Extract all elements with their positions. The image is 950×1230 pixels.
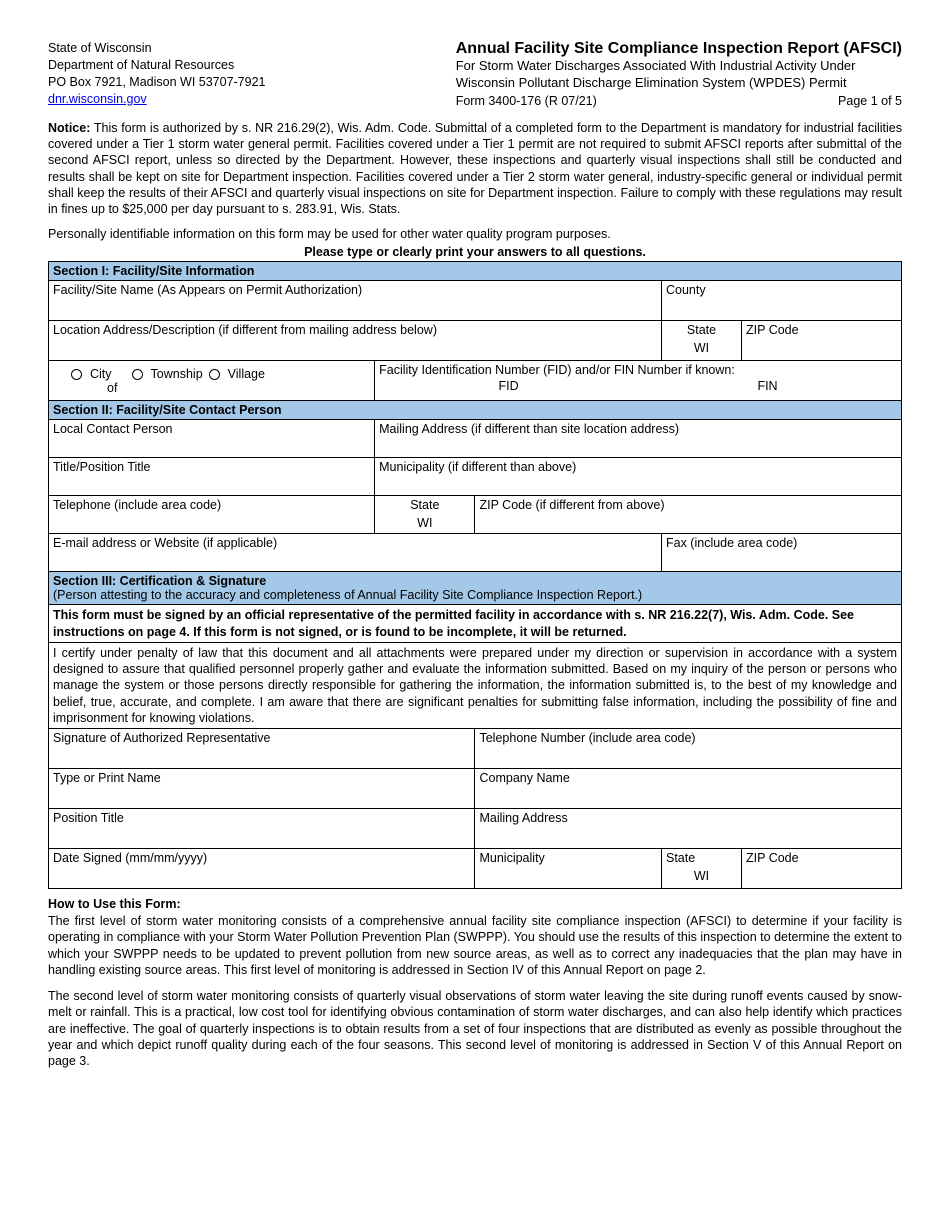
cert-bold-para: This form must be signed by an official … (49, 605, 902, 643)
municipality-cell[interactable]: Municipality (if different than above) (375, 458, 902, 496)
zip-cell-1[interactable]: ZIP Code (742, 321, 902, 361)
zip-label-1: ZIP Code (746, 323, 897, 337)
radio-city-icon[interactable] (71, 369, 82, 380)
date-signed-label: Date Signed (mm/mm/yyyy) (53, 851, 470, 865)
po-line: PO Box 7921, Madison WI 53707-7921 (48, 74, 266, 91)
radio-township-label: Township (151, 367, 203, 381)
tel-label: Telephone Number (include area code) (479, 731, 897, 745)
zip-cell-3[interactable]: ZIP Code (742, 849, 902, 889)
notice-paragraph: Notice: This form is authorized by s. NR… (48, 120, 902, 218)
section-3-title: Section III: Certification & Signature (53, 574, 266, 588)
position-label: Position Title (53, 811, 470, 825)
dept-line: Department of Natural Resources (48, 57, 266, 74)
section-2-header: Section II: Facility/Site Contact Person (49, 401, 902, 420)
fax-label: Fax (include area code) (666, 536, 897, 550)
local-contact-cell[interactable]: Local Contact Person (49, 420, 375, 458)
signature-cell[interactable]: Signature of Authorized Representative (49, 729, 475, 769)
county-label: County (666, 283, 897, 297)
dnr-link[interactable]: dnr.wisconsin.gov (48, 92, 147, 106)
fid-col-label: FID (379, 377, 638, 395)
location-cell[interactable]: Location Address/Description (if differe… (49, 321, 662, 361)
state-cell-2: State WI (375, 496, 475, 534)
title-block: Annual Facility Site Compliance Inspecti… (456, 40, 902, 108)
fid-fin-cell[interactable]: Facility Identification Number (FID) and… (375, 361, 902, 401)
pii-line: Personally identifiable information on t… (48, 227, 902, 241)
signature-label: Signature of Authorized Representative (53, 731, 470, 745)
email-cell[interactable]: E-mail address or Website (if applicable… (49, 534, 662, 572)
howto-title: How to Use this Form: (48, 897, 902, 911)
telephone-cell[interactable]: Telephone (include area code) (49, 496, 375, 534)
print-name-label: Type or Print Name (53, 771, 470, 785)
state-label-1: State (666, 323, 737, 337)
municipality-label: Municipality (if different than above) (379, 460, 897, 474)
position-cell[interactable]: Position Title (49, 809, 475, 849)
county-cell[interactable]: County (662, 281, 902, 321)
municipality-label-3: Municipality (479, 851, 657, 865)
state-line: State of Wisconsin (48, 40, 266, 57)
agency-block: State of Wisconsin Department of Natural… (48, 40, 266, 108)
fax-cell[interactable]: Fax (include area code) (662, 534, 902, 572)
notice-label: Notice: (48, 121, 90, 135)
state-value-3: WI (666, 865, 737, 883)
zip-cell-2[interactable]: ZIP Code (if different from above) (475, 496, 902, 534)
facility-name-label: Facility/Site Name (As Appears on Permit… (53, 283, 657, 297)
telephone-label: Telephone (include area code) (53, 498, 370, 512)
title-position-label: Title/Position Title (53, 460, 370, 474)
date-signed-cell[interactable]: Date Signed (mm/mm/yyyy) (49, 849, 475, 889)
section-1-header: Section I: Facility/Site Information (49, 262, 902, 281)
form-title: Annual Facility Site Compliance Inspecti… (456, 40, 902, 58)
form-number: Form 3400-176 (R 07/21) (456, 94, 597, 108)
company-cell[interactable]: Company Name (475, 769, 902, 809)
form-subtitle-2: Wisconsin Pollutant Discharge Eliminatio… (456, 75, 902, 92)
email-label: E-mail address or Website (if applicable… (53, 536, 657, 550)
mailing-addr-label: Mailing Address (479, 811, 897, 825)
state-value-2: WI (379, 512, 470, 530)
section-3-subtitle: (Person attesting to the accuracy and co… (53, 588, 642, 602)
state-label-2: State (379, 498, 470, 512)
radio-township-icon[interactable] (132, 369, 143, 380)
title-position-cell[interactable]: Title/Position Title (49, 458, 375, 496)
radio-village-label: Village (228, 367, 265, 381)
of-label: of (53, 381, 370, 395)
fin-col-label: FIN (638, 377, 897, 395)
document-header: State of Wisconsin Department of Natural… (48, 40, 902, 108)
location-label: Location Address/Description (if differe… (53, 323, 657, 337)
state-value-1: WI (666, 337, 737, 355)
mailing-cell[interactable]: Mailing Address (if different than site … (375, 420, 902, 458)
instruction-line: Please type or clearly print your answer… (48, 245, 902, 259)
municipality-cell-3[interactable]: Municipality (475, 849, 662, 889)
cert-body-para: I certify under penalty of law that this… (49, 642, 902, 728)
notice-body: This form is authorized by s. NR 216.29(… (48, 121, 902, 216)
print-name-cell[interactable]: Type or Print Name (49, 769, 475, 809)
howto-p2: The second level of storm water monitori… (48, 988, 902, 1069)
section-3-header: Section III: Certification & Signature (… (49, 572, 902, 605)
radio-city-label: City (90, 367, 112, 381)
mailing-addr-cell[interactable]: Mailing Address (475, 809, 902, 849)
form-table: Section I: Facility/Site Information Fac… (48, 261, 902, 889)
facility-name-cell[interactable]: Facility/Site Name (As Appears on Permit… (49, 281, 662, 321)
company-label: Company Name (479, 771, 897, 785)
jurisdiction-cell[interactable]: City Township Village of (49, 361, 375, 401)
howto-p1: The first level of storm water monitorin… (48, 913, 902, 978)
fid-fin-label: Facility Identification Number (FID) and… (379, 363, 897, 377)
state-cell-1: State WI (662, 321, 742, 361)
zip-label-3: ZIP Code (746, 851, 897, 865)
page-number: Page 1 of 5 (838, 94, 902, 108)
tel-cell[interactable]: Telephone Number (include area code) (475, 729, 902, 769)
zip-label-2: ZIP Code (if different from above) (479, 498, 897, 512)
state-cell-3: State WI (662, 849, 742, 889)
local-contact-label: Local Contact Person (53, 422, 370, 436)
form-subtitle-1: For Storm Water Discharges Associated Wi… (456, 58, 902, 75)
state-label-3: State (666, 851, 737, 865)
radio-village-icon[interactable] (209, 369, 220, 380)
mailing-label: Mailing Address (if different than site … (379, 422, 897, 436)
